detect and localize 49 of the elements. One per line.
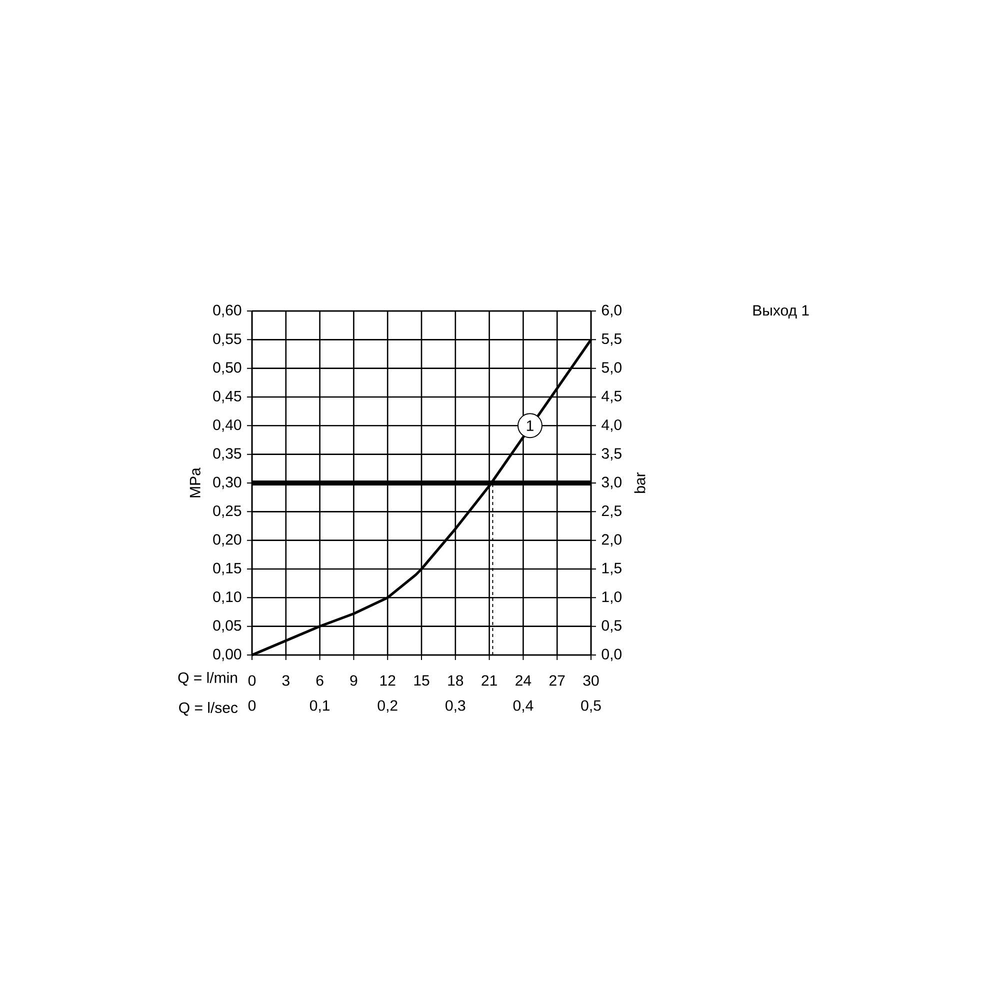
y2-tick-label: 4,0 <box>602 419 622 432</box>
x-tick-label: 0 <box>248 675 256 686</box>
y-tick-label: 0,35 <box>213 448 242 461</box>
y-tick-label: 0,20 <box>213 534 242 547</box>
y-tick-label: 0,40 <box>213 419 242 432</box>
y2-tick-label: 3,0 <box>602 476 622 490</box>
x-tick-label: 6 <box>316 675 324 686</box>
y-tick-label: 0,10 <box>213 591 242 604</box>
x2-axis-title: Q = l/sec <box>179 702 238 716</box>
y-tick-label: 0,25 <box>213 505 242 518</box>
y-tick-label: 0,45 <box>213 390 242 404</box>
x-tick-label: 24 <box>516 675 532 686</box>
x2-tick-label: 0,1 <box>310 700 330 713</box>
x-tick-label: 15 <box>414 675 430 686</box>
y-tick-label: 0,00 <box>213 648 242 662</box>
y-tick-label: 0,50 <box>213 362 242 375</box>
y2-tick-label: 0,0 <box>602 648 622 662</box>
y2-tick-label: 5,5 <box>602 334 622 346</box>
y-tick-label: 0,15 <box>213 562 242 576</box>
x-tick-label: 18 <box>448 675 464 686</box>
y-tick-label: 0,55 <box>213 333 242 346</box>
x-tick-label: 27 <box>550 675 565 686</box>
y2-tick-label: 2,0 <box>602 534 622 547</box>
x2-tick-label: 0 <box>248 700 256 711</box>
y2-tick-label: 0,5 <box>602 620 622 633</box>
x-tick-label: 12 <box>380 675 396 686</box>
y2-tick-label: 5,0 <box>602 362 622 375</box>
x-tick-label: 21 <box>482 675 497 686</box>
x2-tick-label: 0,4 <box>513 700 534 713</box>
x2-tick-label: 0,3 <box>446 700 466 713</box>
x2-tick-label: 0,5 <box>581 700 601 713</box>
y2-tick-label: 1,0 <box>602 591 622 604</box>
y2-tick-label: 4,5 <box>602 390 622 404</box>
y-axis-title: MPa <box>190 468 200 498</box>
y2-tick-label: 3,5 <box>602 448 622 461</box>
y-tick-label: 0,30 <box>213 476 242 490</box>
text: Выход 1 <box>753 305 809 319</box>
x-tick-label: 30 <box>583 675 599 686</box>
y-tick-label: 0,60 <box>213 304 242 318</box>
x-axis-title: Q = l/min <box>178 672 238 686</box>
y2-tick-label: 1,5 <box>602 562 622 576</box>
annotation: 1 <box>526 420 534 431</box>
x-tick-label: 3 <box>282 675 290 686</box>
x2-tick-label: 0,2 <box>378 700 398 713</box>
x-tick-label: 9 <box>350 675 358 686</box>
y2-tick-label: 2,5 <box>602 505 622 518</box>
y2-tick-label: 6,0 <box>602 304 622 318</box>
y-tick-label: 0,05 <box>213 620 242 633</box>
y2-axis-title: bar <box>634 472 646 493</box>
